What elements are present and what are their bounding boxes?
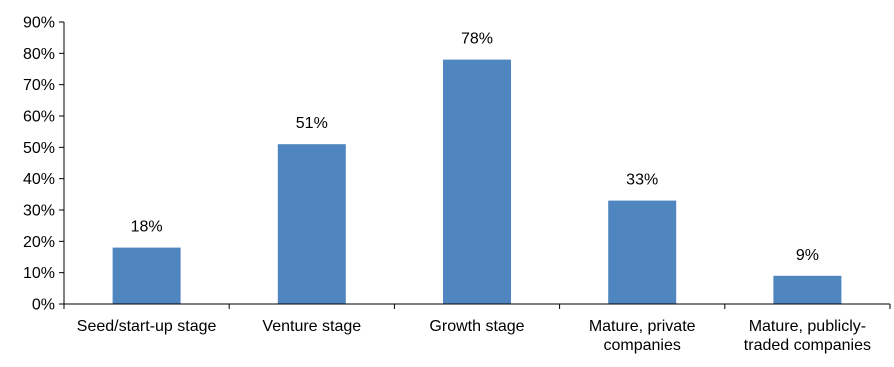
y-tick-label: 90%: [23, 15, 55, 32]
category-label: Venture stage: [262, 318, 361, 335]
category-label-line: Growth stage: [429, 318, 524, 335]
data-label: 18%: [131, 219, 163, 236]
y-tick-label: 80%: [23, 46, 55, 63]
y-tick-label: 70%: [23, 77, 55, 94]
category-label-line: Mature, private: [589, 318, 696, 335]
data-label: 78%: [461, 31, 493, 48]
category-label-line: traded companies: [744, 337, 871, 354]
category-label: Mature, private companies: [589, 318, 696, 354]
y-tick-label: 30%: [23, 203, 55, 220]
bar-1: [112, 247, 181, 304]
bar-2: [277, 144, 346, 304]
y-tick-label: 60%: [23, 109, 55, 126]
bar-5: [773, 275, 842, 304]
y-tick-label: 20%: [23, 234, 55, 251]
y-tick-label: 10%: [23, 265, 55, 282]
bars-group: [112, 59, 842, 304]
data-label: 51%: [296, 115, 328, 132]
x-axis-labels: Seed/start-up stage Venture stage Growth s…: [77, 318, 871, 354]
y-tick-label: 0%: [32, 297, 55, 314]
bar-4: [608, 200, 677, 304]
y-tick-label: 40%: [23, 171, 55, 188]
data-label: 9%: [796, 247, 819, 264]
category-label-line: Venture stage: [262, 318, 361, 335]
bar-3: [443, 59, 511, 304]
category-label: Seed/start-up stage: [77, 318, 217, 335]
category-label-line: companies: [604, 337, 681, 354]
category-label-line: Seed/start-up stage: [77, 318, 217, 335]
data-label: 33%: [626, 172, 658, 189]
category-label: Mature, publicly-traded companies: [744, 318, 871, 354]
data-labels-group: 18% 51% 78% 33% 9%: [131, 31, 819, 264]
y-axis-ticks: 0% 10% 20% 30% 40% 50% 60% 70% 80% 90%: [23, 15, 891, 314]
y-tick-label: 50%: [23, 140, 55, 157]
category-label: Growth stage: [429, 318, 524, 335]
category-label-line: Mature, publicly-: [749, 318, 866, 335]
